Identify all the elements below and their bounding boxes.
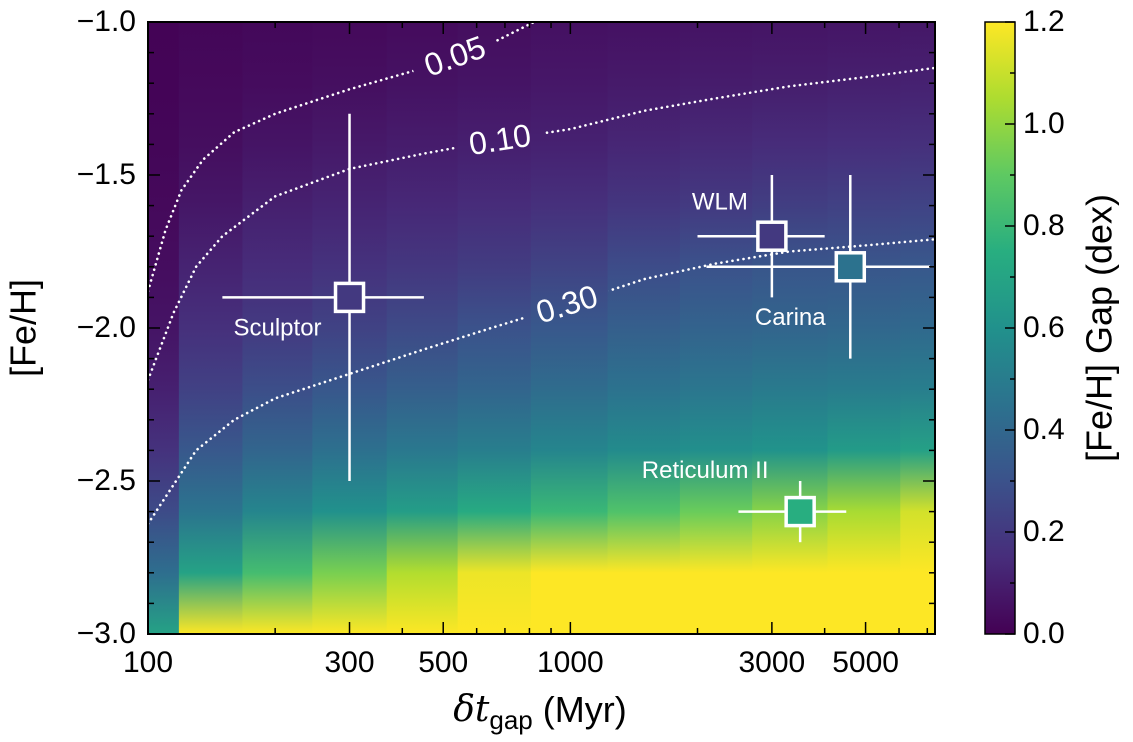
contour-line (146, 66, 937, 382)
colorbar-label: [Fe/H] Gap (dex) (1079, 194, 1120, 462)
heat-column (457, 22, 532, 634)
y-tick-label: −2.0 (77, 311, 136, 344)
y-tick-label: −2.5 (77, 464, 136, 497)
colorbar-tick-label: 0.8 (1023, 209, 1065, 242)
x-tick-label: 3000 (739, 646, 806, 679)
x-tick-label: 5000 (832, 646, 899, 679)
x-label-unit: (Myr) (543, 689, 627, 730)
colorbar-tick-label: 1.2 (1023, 5, 1065, 38)
y-tick-label: −1.5 (77, 158, 136, 191)
heat-column (178, 22, 244, 634)
y-axis-label: [Fe/H] (3, 279, 44, 377)
point-label: WLM (692, 189, 748, 216)
point-label: Reticulum II (642, 457, 769, 484)
x-tick-label: 300 (324, 646, 374, 679)
colorbar-tick-label: 0.0 (1023, 617, 1065, 650)
colorbar-tick-label: 0.6 (1023, 311, 1065, 344)
x-axis-label: δtgap (Myr) (453, 689, 626, 735)
heatmap (148, 22, 936, 634)
heat-column (827, 22, 901, 634)
heat-column (607, 22, 681, 634)
point-label: Carina (755, 304, 826, 331)
y-tick-label: −3.0 (77, 617, 136, 650)
point-marker (834, 251, 867, 283)
colorbar-tick-label: 0.4 (1023, 413, 1065, 446)
x-tick-label: 100 (123, 646, 173, 679)
colorbar-tick-label: 1.0 (1023, 107, 1065, 140)
point-marker (333, 281, 366, 314)
heat-column (530, 22, 609, 634)
contour-line (146, 238, 937, 526)
point-label: Sculptor (233, 315, 321, 342)
x-label-subscript: gap (489, 705, 532, 735)
points: Sculptor WLM Carina Reticulum II (222, 113, 930, 543)
point-marker (784, 495, 816, 528)
point-marker (756, 220, 788, 252)
y-tick-label: −1.0 (77, 5, 136, 38)
axes: 100 300 500 1000 3000 5000 −3.0 −2.5 −2.0 −1.5 −1.… (77, 5, 1065, 679)
x-label-symbol: δt (453, 689, 490, 730)
heat-column (752, 22, 829, 634)
contour-line (146, 20, 536, 293)
x-tick-label: 500 (418, 646, 468, 679)
x-tick-label: 1000 (537, 646, 604, 679)
heat-column (679, 22, 753, 634)
heat-column (386, 22, 459, 634)
colorbar-tick-label: 0.2 (1023, 515, 1065, 548)
